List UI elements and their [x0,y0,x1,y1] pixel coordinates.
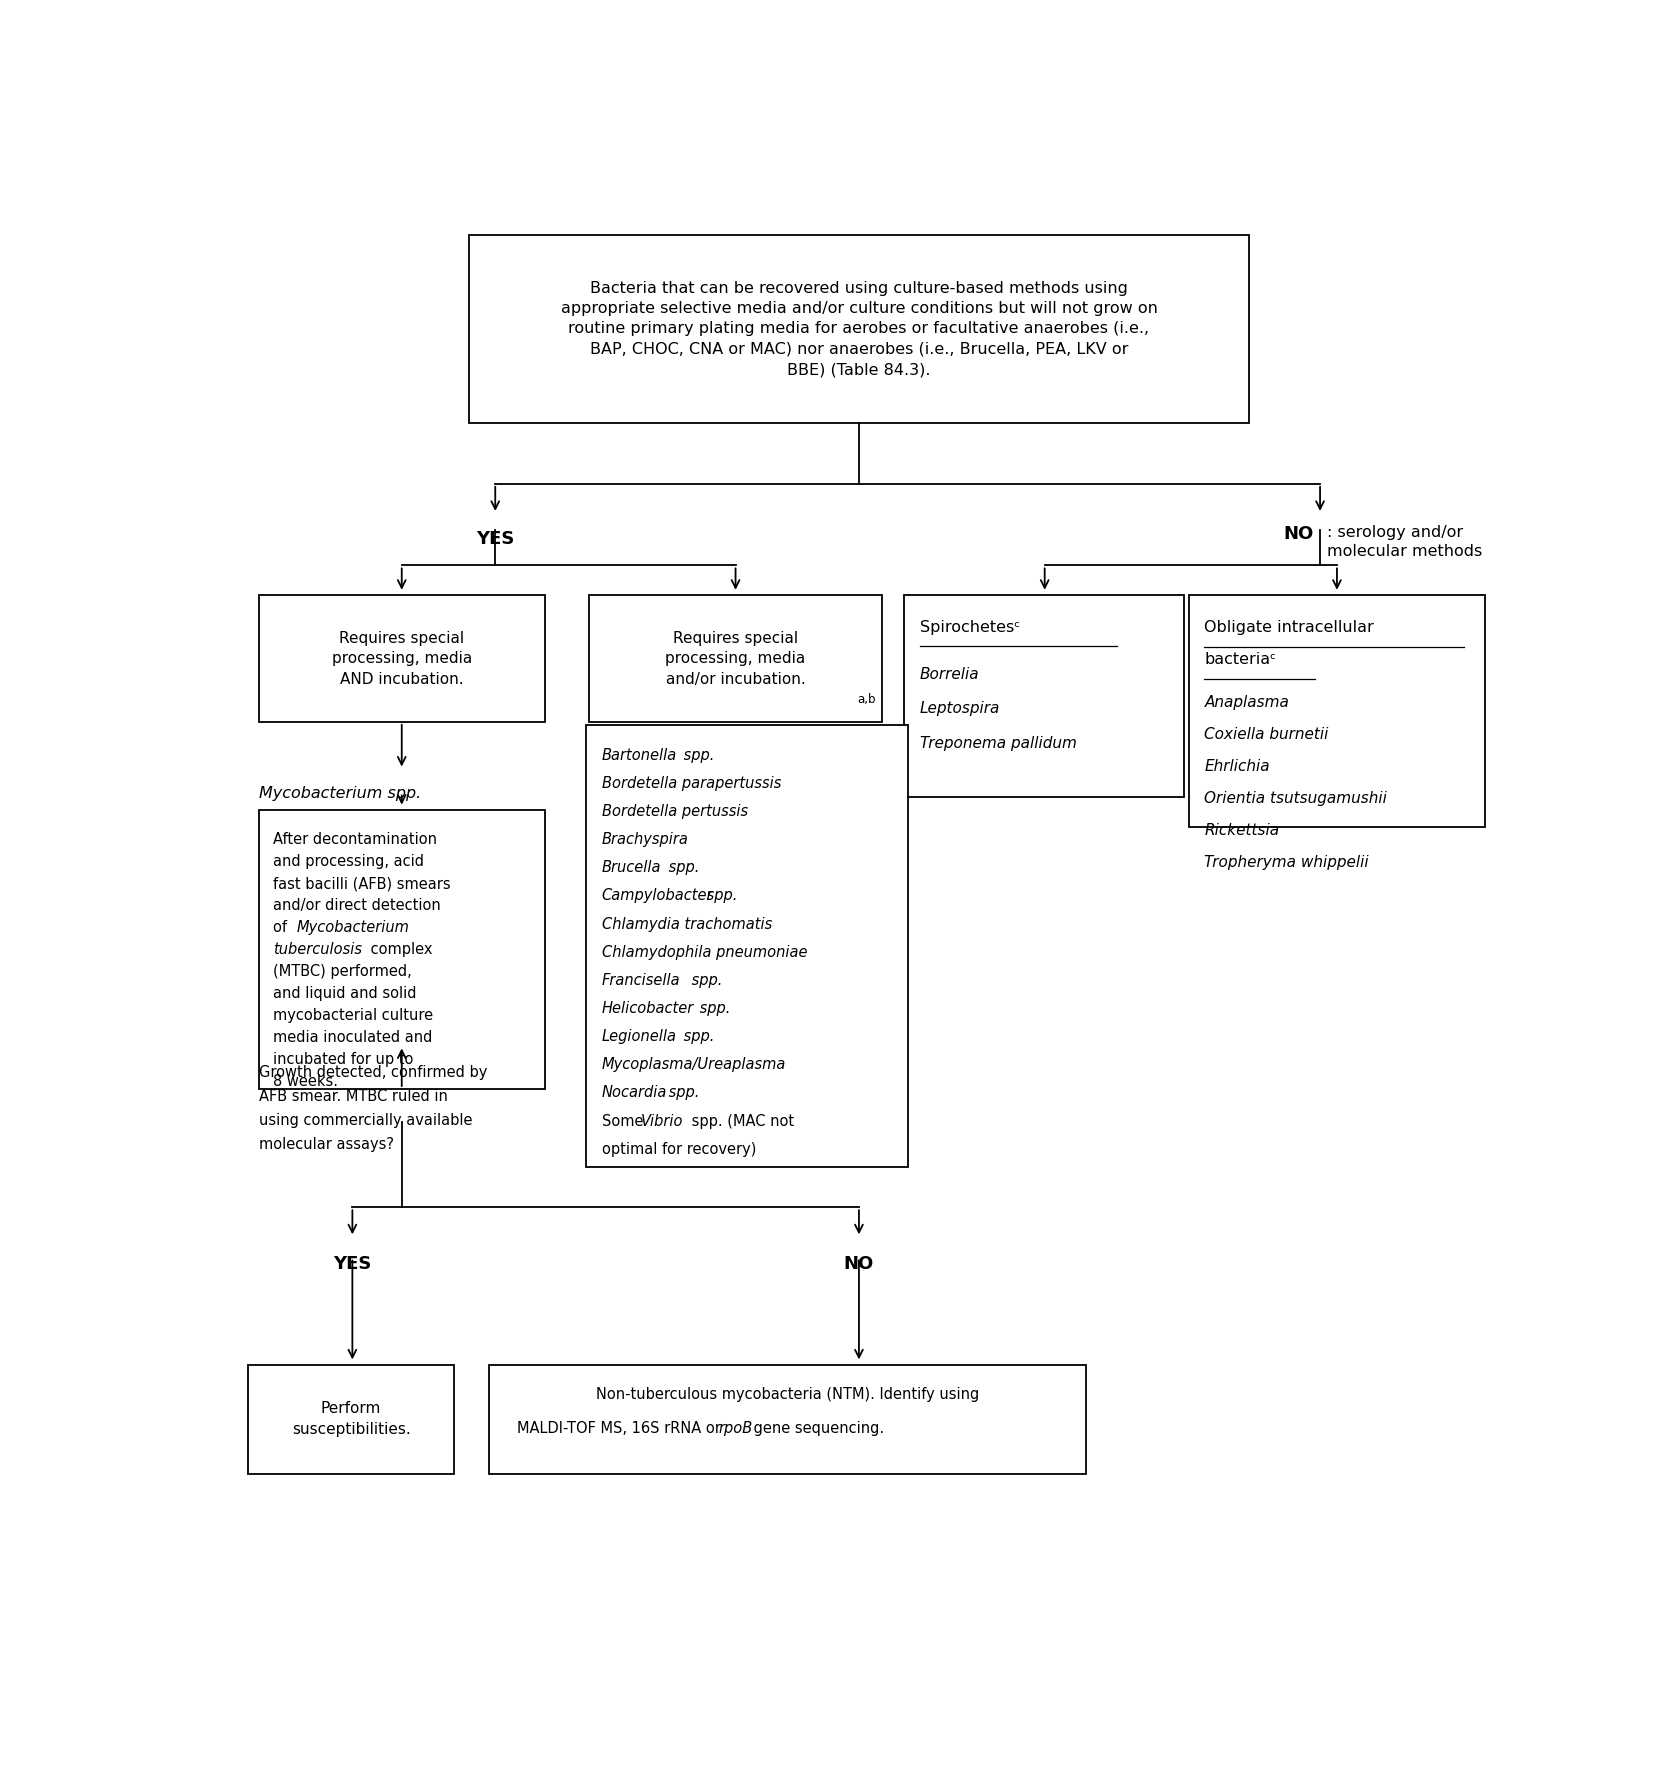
Bar [469,235,1249,422]
Text: Spirochetesᶜ: Spirochetesᶜ [920,620,1021,634]
Text: and processing, acid: and processing, acid [273,855,424,869]
Text: MALDI-TOF MS, 16S rRNA or: MALDI-TOF MS, 16S rRNA or [518,1422,726,1436]
Bar [489,1365,1086,1475]
Text: Brachyspira: Brachyspira [602,832,689,848]
Text: Helicobacter: Helicobacter [602,1001,694,1015]
Text: of: of [273,920,292,936]
Bar [588,595,882,722]
Text: Nocardia: Nocardia [602,1086,667,1100]
Text: and liquid and solid: and liquid and solid [273,985,417,1001]
Text: mycobacterial culture: mycobacterial culture [273,1008,434,1023]
Text: molecular assays?: molecular assays? [258,1137,394,1151]
Text: Bacteria that can be recovered using culture-based methods using
appropriate sel: Bacteria that can be recovered using cul… [560,281,1158,378]
Text: Bordetella pertussis: Bordetella pertussis [602,804,747,819]
Text: spp.: spp. [702,888,737,904]
Text: gene sequencing.: gene sequencing. [749,1422,885,1436]
Text: Ehrlichia: Ehrlichia [1205,759,1270,774]
Text: Bordetella parapertussis: Bordetella parapertussis [602,775,781,791]
Text: 8 weeks.: 8 weeks. [273,1074,339,1090]
Text: Perform
susceptibilities.: Perform susceptibilities. [292,1402,411,1438]
Text: Campylobacter: Campylobacter [602,888,714,904]
Text: bacteriaᶜ: bacteriaᶜ [1205,652,1277,668]
Text: Borrelia: Borrelia [920,668,980,682]
Text: YES: YES [476,530,515,547]
Bar [258,811,545,1090]
Text: spp.: spp. [664,860,699,876]
Text: and/or direct detection: and/or direct detection [273,899,441,913]
Text: Non-tuberculous mycobacteria (NTM). Identify using: Non-tuberculous mycobacteria (NTM). Iden… [597,1388,979,1402]
Text: (MTBC) performed,: (MTBC) performed, [273,964,412,978]
Text: Growth detected, confirmed by: Growth detected, confirmed by [258,1065,488,1079]
Text: using commercially available: using commercially available [258,1113,473,1128]
Text: Tropheryma whippelii: Tropheryma whippelii [1205,855,1369,869]
Text: Chlamydia trachomatis: Chlamydia trachomatis [602,917,773,932]
Text: spp.: spp. [679,1030,714,1044]
Text: spp.: spp. [687,973,722,987]
Text: Rickettsia: Rickettsia [1205,823,1279,837]
Text: media inoculated and: media inoculated and [273,1030,432,1045]
Text: Vibrio: Vibrio [640,1114,682,1128]
Text: Mycoplasma/Ureaplasma: Mycoplasma/Ureaplasma [602,1058,786,1072]
Text: a,b: a,b [858,692,877,706]
Text: Requires special
processing, media
AND incubation.: Requires special processing, media AND i… [332,630,473,687]
Text: complex: complex [365,941,432,957]
Text: tuberculosis: tuberculosis [273,941,362,957]
Text: Obligate intracellular: Obligate intracellular [1205,620,1374,634]
Text: Some: Some [602,1114,649,1128]
Bar [587,724,908,1167]
Text: NO: NO [843,1256,875,1273]
Bar [248,1365,454,1475]
Text: YES: YES [334,1256,372,1273]
Bar [258,595,545,722]
Text: NO: NO [1284,525,1314,542]
Text: Bartonella: Bartonella [602,747,677,763]
Text: Orientia tsutsugamushii: Orientia tsutsugamushii [1205,791,1388,805]
Text: Brucella: Brucella [602,860,662,876]
Text: Requires special
processing, media
and/or incubation.: Requires special processing, media and/o… [665,630,806,687]
Bar [905,595,1183,796]
Text: spp.: spp. [664,1086,699,1100]
Text: Mycobacterium spp.: Mycobacterium spp. [258,786,421,800]
Text: optimal for recovery): optimal for recovery) [602,1143,756,1157]
Text: Chlamydophila pneumoniae: Chlamydophila pneumoniae [602,945,808,959]
Text: Francisella: Francisella [602,973,680,987]
Text: fast bacilli (AFB) smears: fast bacilli (AFB) smears [273,876,451,892]
Text: rpoB: rpoB [719,1422,753,1436]
Text: Coxiella burnetii: Coxiella burnetii [1205,728,1329,742]
Text: Anaplasma: Anaplasma [1205,696,1289,710]
Bar [1188,595,1485,826]
Text: : serology and/or
molecular methods: : serology and/or molecular methods [1327,525,1482,560]
Text: Treponema pallidum: Treponema pallidum [920,736,1078,751]
Text: Leptospira: Leptospira [920,701,1001,717]
Text: After decontamination: After decontamination [273,832,437,848]
Text: AFB smear. MTBC ruled in: AFB smear. MTBC ruled in [258,1088,447,1104]
Text: spp.: spp. [679,747,714,763]
Text: Legionella: Legionella [602,1030,677,1044]
Text: spp.: spp. [694,1001,729,1015]
Text: Mycobacterium: Mycobacterium [297,920,409,936]
Text: spp. (MAC not: spp. (MAC not [687,1114,794,1128]
Text: incubated for up to: incubated for up to [273,1053,414,1067]
